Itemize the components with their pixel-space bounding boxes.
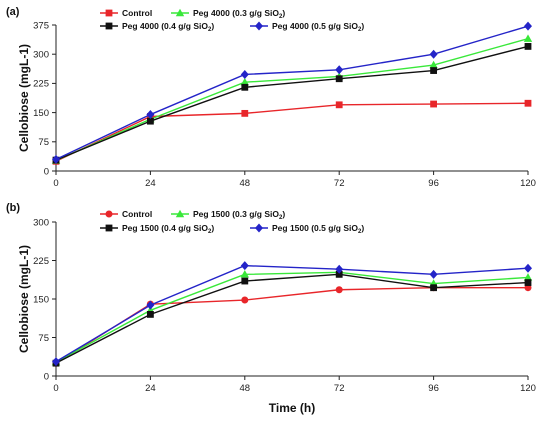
data-point [241,296,249,304]
data-point [335,270,343,278]
x-axis-label: Time (h) [269,401,315,415]
data-point [241,83,249,91]
x-tick-label: 0 [53,178,58,189]
data-point [146,110,155,120]
legend-label: Control [122,8,152,18]
data-point [430,100,437,108]
y-tick-label: 75 [38,137,49,148]
data-point [240,270,249,278]
legend-marker [105,224,113,232]
data-point [240,69,249,79]
legend-label: Peg 4000 (0.3 g/g SiO2) [193,8,285,20]
legend-label: Peg 1500 (0.5 g/g SiO2) [272,223,364,235]
legend-label: Peg 4000 (0.4 g/g SiO2) [122,21,214,33]
x-tick-label: 96 [428,383,439,394]
y-tick-label: 300 [33,217,49,228]
legend-marker [105,22,113,30]
data-point [335,65,344,75]
y-tick-label: 225 [33,79,49,90]
data-point [430,67,437,74]
legend-entry: Peg 4000 (0.3 g/g SiO2) [171,8,285,20]
data-point [335,286,343,294]
legend-marker [105,210,113,218]
legend-label: Peg 4000 (0.5 g/g SiO2) [272,21,364,33]
data-point [335,75,343,83]
x-tick-label: 96 [428,178,439,189]
x-tick-label: 24 [145,383,156,394]
x-tick-label: 48 [240,383,251,394]
legend-entry: Peg 4000 (0.5 g/g SiO2) [250,21,364,33]
y-tick-label: 0 [44,166,49,177]
series-line [55,102,529,162]
data-point [240,77,249,86]
y-tick-label: 300 [33,50,49,61]
legend-label: Peg 1500 (0.4 g/g SiO2) [122,223,214,235]
data-point [241,109,249,117]
legend-marker [255,223,263,233]
data-point [241,277,249,285]
x-tick-label: 48 [240,178,251,189]
chart-panel-1: 0 75 150 225 300 375 0 24 48 72 96 120 Cellobiose (m… [6,6,536,189]
y-tick-label: 225 [33,256,49,267]
x-tick-label: 72 [334,383,345,394]
data-point [430,284,437,292]
y-tick-label: 0 [44,371,49,382]
x-tick-label: 120 [520,178,536,189]
data-point [524,21,532,31]
series-line [55,273,529,364]
legend-marker [255,21,263,31]
y-axis-label: Cellobiose (mgL-1) [17,245,31,353]
data-point [147,117,154,125]
data-point [335,264,344,274]
data-point [429,60,438,69]
legend-label: Control [122,209,152,219]
data-point [524,43,532,50]
legend-entry: Peg 1500 (0.4 g/g SiO2) [100,223,214,235]
data-point [147,311,154,318]
data-point [429,269,438,279]
chart-panel-2: 0 75 150 225 300 0 24 48 72 96 120 Cellobiose (mgL-… [6,202,536,415]
data-point [429,49,438,59]
legend-entry: Peg 1500 (0.3 g/g SiO2) [171,209,285,221]
y-axis-label: Cellobiose (mgL-1) [17,44,31,152]
x-tick-label: 120 [520,383,536,394]
data-point [524,99,532,107]
legend-entry: Peg 4000 (0.4 g/g SiO2) [100,21,214,33]
legend-marker [105,9,113,17]
y-tick-label: 75 [38,333,49,344]
series-line [55,287,528,364]
legend-entry: Peg 1500 (0.5 g/g SiO2) [250,223,364,235]
series-line [55,45,529,161]
data-point [335,101,343,109]
legend-label: Peg 1500 (0.3 g/g SiO2) [193,209,285,221]
series-line [55,37,529,162]
data-point [523,34,533,42]
x-tick-label: 0 [53,383,58,394]
data-point [52,154,60,164]
data-point [524,263,532,273]
data-point [240,261,249,271]
y-tick-label: 150 [33,294,49,305]
data-point [524,279,532,286]
panel-label: (a) [6,6,20,18]
legend-marker [175,8,185,17]
series-line [55,271,529,363]
data-point [52,357,60,367]
x-tick-label: 24 [145,178,156,189]
legend-entry: Control [100,8,152,18]
series-line [55,264,529,363]
data-point [523,273,533,281]
y-tick-label: 150 [33,108,49,119]
legend-marker [175,209,185,218]
data-point [146,300,155,310]
panel-label: (b) [6,202,20,214]
x-tick-label: 72 [334,178,345,189]
series-line [55,25,529,160]
legend-entry: Control [100,209,152,219]
y-tick-label: 375 [33,20,49,31]
